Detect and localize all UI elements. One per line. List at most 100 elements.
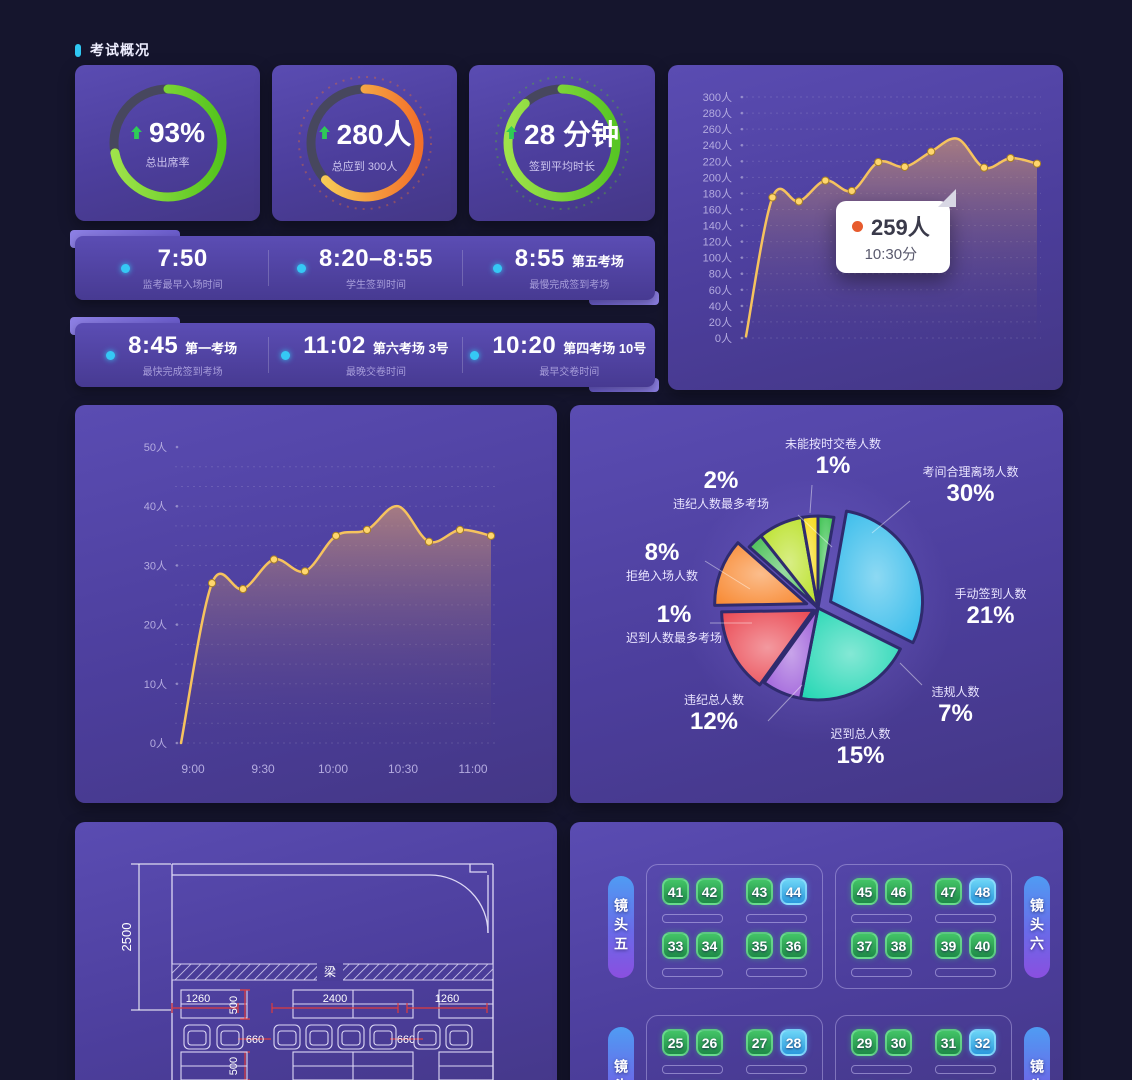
pie-label-7: 拒绝入场人数 8% xyxy=(625,539,698,583)
time-stat-cell: 8:55 第五考场 最慢完成签到考场 xyxy=(461,236,655,300)
seat-48[interactable]: 48 xyxy=(969,878,996,905)
seat-43[interactable]: 43 xyxy=(746,878,773,905)
bullet-dot-icon xyxy=(297,263,307,273)
stat-value: 28 分钟 xyxy=(524,118,619,150)
seat-42[interactable]: 42 xyxy=(696,878,723,905)
stat-card-avg-signin-time: 28 分钟 签到平均时长 xyxy=(469,65,655,221)
time-value: 7:50 xyxy=(157,245,208,272)
pie-slice-5[interactable] xyxy=(713,541,809,607)
floor-plan-drawing: 梁 2500 1260 500 2400 1260 660 660 xyxy=(119,863,494,1080)
seat-26[interactable]: 26 xyxy=(696,1029,723,1056)
seat-25[interactable]: 25 xyxy=(662,1029,689,1056)
seat-46[interactable]: 46 xyxy=(885,878,912,905)
pie-slice-1[interactable] xyxy=(829,509,924,645)
time-value: 11:02 xyxy=(303,332,366,359)
dim-label-660-left: 660 xyxy=(246,1034,264,1046)
beam-label: 梁 xyxy=(324,964,336,979)
pie-slice-3[interactable] xyxy=(762,606,820,700)
seat-28[interactable]: 28 xyxy=(780,1029,807,1056)
desk xyxy=(935,914,996,923)
svg-text:10人: 10人 xyxy=(144,678,167,691)
seat-35[interactable]: 35 xyxy=(746,932,773,959)
seat-block: 41 42 43 44 33 34 35 36 xyxy=(646,864,823,989)
bullet-dot-icon xyxy=(106,350,116,360)
donut-ring xyxy=(109,84,226,202)
bullet-dot-icon xyxy=(492,263,502,273)
seat-31[interactable]: 31 xyxy=(935,1029,962,1056)
seat-40[interactable]: 40 xyxy=(969,932,996,959)
dim-label-500-1: 500 xyxy=(228,996,240,1014)
pie-label-3: 违规人数 7% xyxy=(931,685,980,727)
dim-label-660-right: 660 xyxy=(397,1034,415,1046)
tooltip-time: 10:30分 xyxy=(864,246,918,263)
seat-29[interactable]: 29 xyxy=(851,1029,878,1056)
stat-label: 签到平均时长 xyxy=(529,160,595,173)
svg-text:0人: 0人 xyxy=(150,737,167,750)
desks-row-2 xyxy=(180,1051,494,1080)
time-label: 最慢完成签到考场 xyxy=(529,280,610,291)
time-value: 8:20–8:55 xyxy=(319,245,433,272)
desk xyxy=(746,968,807,977)
seat-37[interactable]: 37 xyxy=(851,932,878,959)
chairs-row xyxy=(183,1024,473,1050)
up-arrow-icon xyxy=(318,126,330,139)
svg-text:9:30: 9:30 xyxy=(251,762,275,776)
svg-text:160人: 160人 xyxy=(703,203,732,216)
time-value: 8:45 xyxy=(128,332,179,359)
svg-text:40人: 40人 xyxy=(709,300,732,313)
seat-34[interactable]: 34 xyxy=(696,932,723,959)
svg-text:300人: 300人 xyxy=(703,91,732,104)
time-label: 学生签到时间 xyxy=(345,280,406,291)
time-suffix: 第六考场 3号 xyxy=(372,341,449,356)
seat-47[interactable]: 47 xyxy=(935,878,962,905)
seat-41[interactable]: 41 xyxy=(662,878,689,905)
seat-44[interactable]: 44 xyxy=(780,878,807,905)
tooltip-dot-icon xyxy=(852,220,863,232)
svg-text:20人: 20人 xyxy=(144,619,167,632)
up-arrow-icon xyxy=(506,126,517,139)
stat-label: 总出席率 xyxy=(145,156,190,169)
breakdown-pie-chart xyxy=(683,473,953,743)
pie-label-5: 违纪总人数 12% xyxy=(683,693,744,735)
seat-39[interactable]: 39 xyxy=(935,932,962,959)
svg-text:100人: 100人 xyxy=(703,252,732,265)
seat-30[interactable]: 30 xyxy=(885,1029,912,1056)
seat-45[interactable]: 45 xyxy=(851,878,878,905)
pie-slice-4[interactable] xyxy=(720,608,816,687)
section-bullet-icon xyxy=(75,43,81,57)
svg-text:11:00: 11:00 xyxy=(458,762,487,776)
dim-label-2400: 2400 xyxy=(323,993,347,1005)
dim-2500 xyxy=(131,863,171,1011)
seat-27[interactable]: 27 xyxy=(746,1029,773,1056)
section-header: 考试概况 xyxy=(75,40,150,60)
bullet-dot-icon xyxy=(470,350,480,360)
seat-33[interactable]: 33 xyxy=(662,932,689,959)
time-label: 监考最早入场时间 xyxy=(142,280,223,291)
pie-slice-2[interactable] xyxy=(799,606,902,702)
seat-36[interactable]: 36 xyxy=(780,932,807,959)
desk xyxy=(851,914,912,923)
svg-text:220人: 220人 xyxy=(703,155,732,168)
seat-38[interactable]: 38 xyxy=(885,932,912,959)
svg-text:240人: 240人 xyxy=(703,139,732,152)
desk xyxy=(935,1065,996,1074)
svg-text:20人: 20人 xyxy=(709,316,732,329)
svg-text:280人: 280人 xyxy=(703,107,732,120)
svg-text:40人: 40人 xyxy=(144,500,167,513)
stat-card-attendance-rate: 93% 总出席率 xyxy=(75,65,260,221)
desks-row-1 xyxy=(180,989,494,1019)
svg-text:80人: 80人 xyxy=(709,268,732,281)
camera-label-right: 镜头六 xyxy=(1024,875,1050,978)
svg-text:50人: 50人 xyxy=(144,441,167,454)
camera-label-left: 镜头五 xyxy=(608,875,634,978)
time-suffix: 第四考场 10号 xyxy=(563,341,647,356)
pie-slice-8[interactable] xyxy=(800,514,820,610)
time-label: 最快完成签到考场 xyxy=(142,367,223,378)
seat-block: 45 46 47 48 37 38 39 40 xyxy=(835,864,1012,989)
time-suffix: 第一考场 xyxy=(185,341,238,356)
desk xyxy=(746,914,807,923)
svg-text:260人: 260人 xyxy=(703,123,732,136)
seat-32[interactable]: 32 xyxy=(969,1029,996,1056)
stat-card-signed-in: 280人 总应到 300人 xyxy=(272,65,457,221)
seating-monitor-card: 镜头五 41 42 43 44 33 34 35 36 45 46 47 48 37 38 39 40 镜头六 镜头… xyxy=(570,822,1063,1080)
